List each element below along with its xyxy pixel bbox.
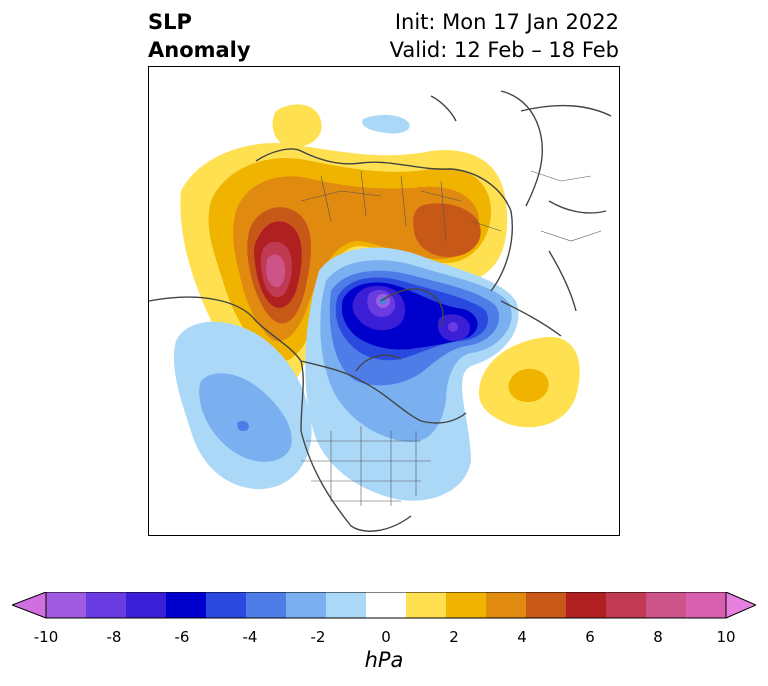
colorbar-segment	[286, 592, 327, 618]
forecast-dates: Init: Mon 17 Jan 2022 Valid: 12 Feb – 18…	[390, 8, 619, 64]
colorbar-segment	[166, 592, 207, 618]
colorbar-segment	[486, 592, 527, 618]
colorbar-tick-label: 4	[517, 628, 527, 646]
colorbar-segment	[246, 592, 287, 618]
colorbar-segment	[326, 592, 367, 618]
colorbar-tick-label: 10	[716, 628, 736, 646]
colorbar-tick-label: -6	[174, 628, 190, 646]
positive-anomaly-atlantic	[478, 336, 580, 428]
colorbar-extend-max	[726, 592, 756, 618]
colorbar-segment	[646, 592, 687, 618]
colorbar-tick-label: 0	[381, 628, 391, 646]
colorbar	[12, 592, 756, 619]
colorbar-segment	[566, 592, 607, 618]
colorbar-tick-label: -4	[242, 628, 258, 646]
colorbar-extend-min	[12, 592, 46, 618]
colorbar-segment	[606, 592, 647, 618]
colorbar-segment	[206, 592, 247, 618]
colorbar-tick-label: -10	[33, 628, 59, 646]
colorbar-segment	[86, 592, 127, 618]
negative-anomaly-north-america	[173, 114, 519, 501]
title-line-1: SLP	[148, 10, 192, 34]
title-line-2: Anomaly	[148, 38, 251, 62]
polar-map	[148, 66, 620, 536]
colorbar-segment	[526, 592, 567, 618]
anomaly-map-svg	[149, 90, 612, 532]
valid-range: Valid: 12 Feb – 18 Feb	[389, 38, 619, 62]
colorbar-tick-label: 2	[449, 628, 459, 646]
colorbar-segment	[366, 592, 407, 618]
map-title: SLP Anomaly	[148, 8, 251, 64]
colorbar-segment	[686, 592, 727, 618]
colorbar-segment	[446, 592, 487, 618]
colorbar-tick-label: -8	[106, 628, 122, 646]
colorbar-tick-label: -2	[310, 628, 326, 646]
colorbar-segment	[126, 592, 167, 618]
political-borders	[300, 170, 602, 506]
colorbar-segment	[46, 592, 87, 618]
colorbar-units: hPa	[364, 648, 404, 672]
colorbar-tick-label: 8	[653, 628, 663, 646]
colorbar-segment	[406, 592, 447, 618]
colorbar-tick-label: 6	[585, 628, 595, 646]
coastlines	[149, 90, 612, 532]
init-date: Init: Mon 17 Jan 2022	[394, 10, 619, 34]
